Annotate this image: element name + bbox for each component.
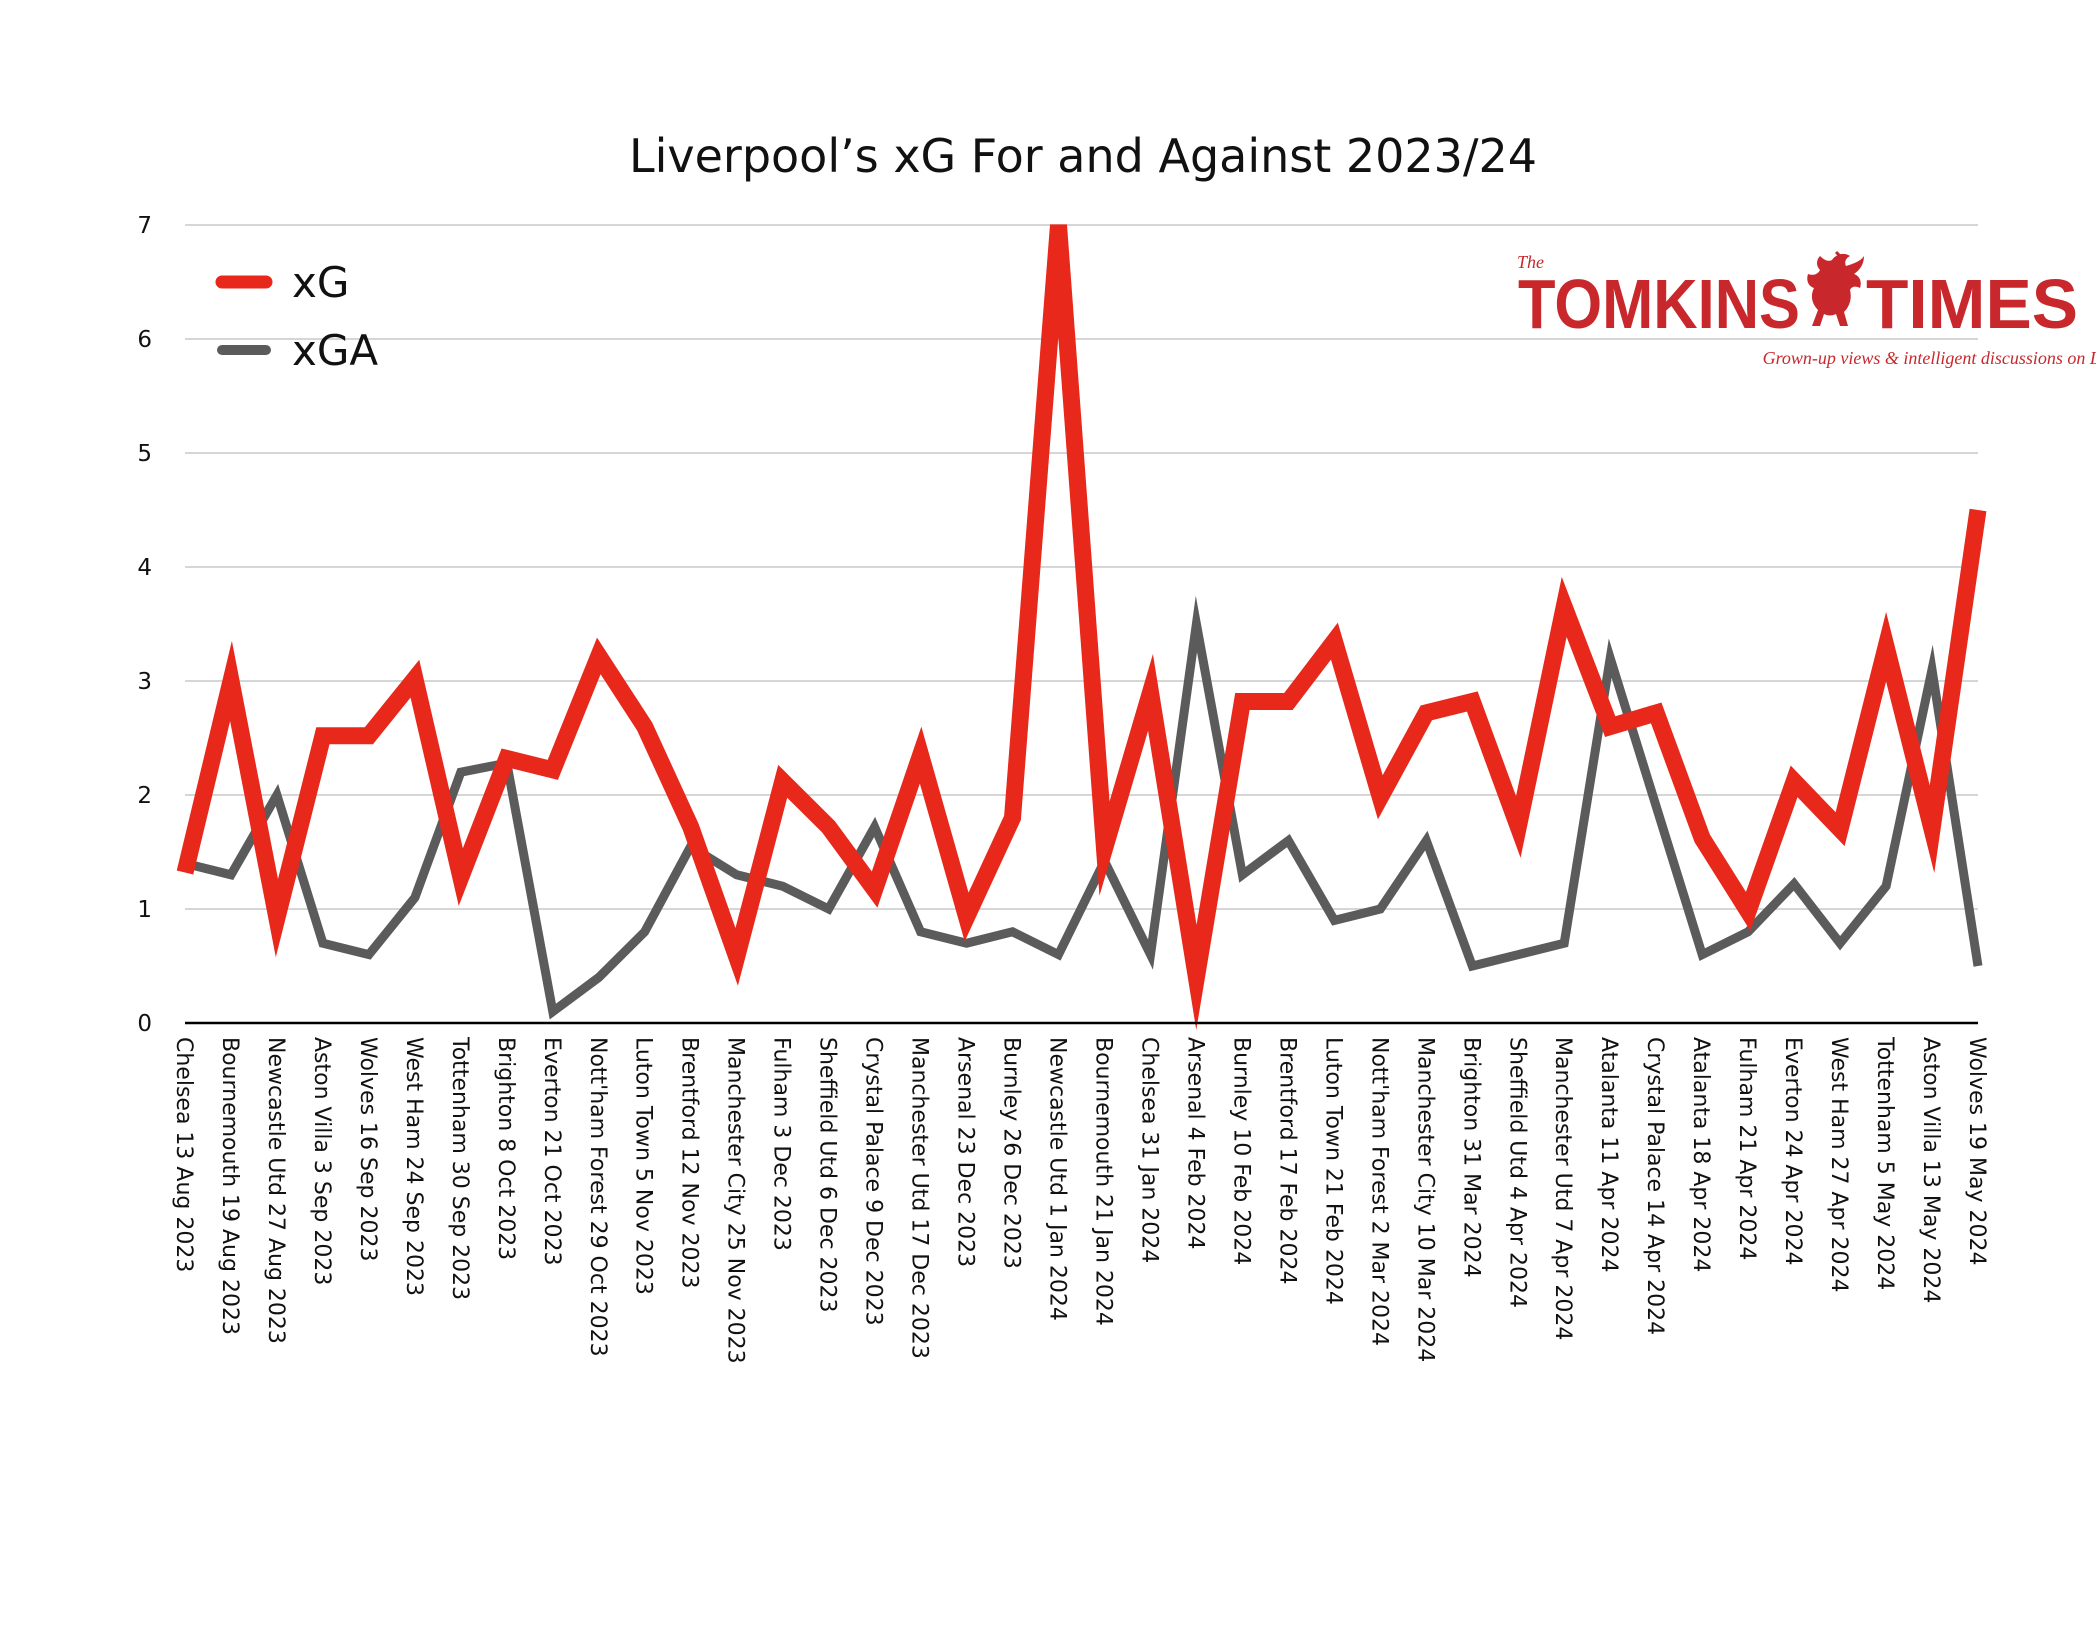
x-axis-ticks: Chelsea 13 Aug 2023 Bournemouth 19 Aug 20… bbox=[171, 1036, 1989, 1364]
x-tick-label: Manchester Utd 17 Dec 2023 bbox=[907, 1037, 932, 1359]
x-tick-label: West Ham 27 Apr 2024 bbox=[1826, 1037, 1851, 1293]
x-tick-label: Luton Town 21 Feb 2024 bbox=[1320, 1037, 1345, 1305]
brand-word-right: TIMES bbox=[1866, 265, 2078, 343]
series-line-xga bbox=[183, 595, 1983, 1020]
x-tick-label: Arsenal 4 Feb 2024 bbox=[1182, 1037, 1207, 1250]
x-tick-label: Brentford 12 Nov 2023 bbox=[677, 1037, 702, 1289]
brand-word-left: TOMKINS bbox=[1518, 265, 1800, 343]
x-tick-label: Newcastle Utd 1 Jan 2024 bbox=[1045, 1037, 1070, 1321]
x-tick-label: Sheffield Utd 4 Apr 2024 bbox=[1504, 1037, 1529, 1308]
x-tick-label: Chelsea 31 Jan 2024 bbox=[1136, 1037, 1161, 1263]
liverbird-icon bbox=[1807, 250, 1864, 326]
x-tick-label: Nott'ham Forest 29 Oct 2023 bbox=[585, 1037, 610, 1357]
y-tick-label: 0 bbox=[137, 1011, 152, 1037]
x-tick-label: Burnley 26 Dec 2023 bbox=[999, 1037, 1024, 1269]
x-tick-label: Sheffield Utd 6 Dec 2023 bbox=[815, 1037, 840, 1313]
x-tick-label: Chelsea 13 Aug 2023 bbox=[171, 1037, 196, 1272]
x-tick-label: Bournemouth 19 Aug 2023 bbox=[217, 1037, 242, 1335]
x-tick-label: Manchester City 10 Mar 2024 bbox=[1412, 1037, 1437, 1362]
y-tick-label: 5 bbox=[137, 441, 152, 467]
legend: xG xGA bbox=[215, 258, 378, 375]
x-tick-label: Crystal Palace 14 Apr 2024 bbox=[1642, 1037, 1667, 1335]
x-tick-label: Luton Town 5 Nov 2023 bbox=[631, 1037, 656, 1295]
brand-prefix: The bbox=[1517, 252, 1544, 272]
legend-label-xg: xG bbox=[292, 258, 349, 307]
x-tick-label: Manchester City 25 Nov 2023 bbox=[723, 1037, 748, 1364]
series-layer bbox=[176, 224, 1987, 1030]
chart-title: Liverpool’s xG For and Against 2023/24 bbox=[629, 129, 1537, 183]
x-tick-label: West Ham 24 Sep 2023 bbox=[401, 1037, 426, 1296]
x-tick-label: Manchester Utd 7 Apr 2024 bbox=[1550, 1037, 1575, 1340]
y-axis-ticks: 0 1 2 3 4 5 6 7 bbox=[137, 213, 152, 1037]
y-tick-label: 4 bbox=[137, 555, 152, 581]
x-tick-label: Brentford 17 Feb 2024 bbox=[1274, 1037, 1299, 1285]
x-tick-label: Crystal Palace 9 Dec 2023 bbox=[861, 1037, 886, 1326]
x-tick-label: Newcastle Utd 27 Aug 2023 bbox=[263, 1037, 288, 1344]
x-tick-label: Burnley 10 Feb 2024 bbox=[1228, 1037, 1253, 1265]
y-tick-label: 6 bbox=[137, 327, 152, 353]
brand-logo: The TOMKINS TIMES Grown-up views & intel… bbox=[1517, 250, 2096, 368]
y-tick-label: 1 bbox=[137, 897, 152, 923]
x-tick-label: Fulham 21 Apr 2024 bbox=[1734, 1037, 1759, 1260]
x-tick-label: Atalanta 11 Apr 2024 bbox=[1596, 1037, 1621, 1272]
x-tick-label: Atalanta 18 Apr 2024 bbox=[1688, 1037, 1713, 1272]
x-tick-label: Tottenham 5 May 2024 bbox=[1872, 1036, 1897, 1290]
x-tick-label: Everton 24 Apr 2024 bbox=[1780, 1037, 1805, 1266]
x-tick-label: Wolves 19 May 2024 bbox=[1964, 1037, 1989, 1266]
x-tick-label: Arsenal 23 Dec 2023 bbox=[953, 1037, 978, 1267]
y-tick-label: 3 bbox=[137, 669, 152, 695]
x-tick-label: Tottenham 30 Sep 2023 bbox=[447, 1036, 472, 1300]
x-tick-label: Brighton 31 Mar 2024 bbox=[1458, 1037, 1483, 1278]
x-tick-label: Bournemouth 21 Jan 2024 bbox=[1090, 1037, 1115, 1326]
x-tick-label: Everton 21 Oct 2023 bbox=[539, 1037, 564, 1266]
x-tick-label: Wolves 16 Sep 2023 bbox=[355, 1037, 380, 1261]
legend-label-xga: xGA bbox=[292, 326, 378, 375]
x-tick-label: Fulham 3 Dec 2023 bbox=[769, 1037, 794, 1251]
x-tick-label: Aston Villa 3 Sep 2023 bbox=[309, 1037, 334, 1285]
x-tick-label: Nott'ham Forest 2 Mar 2024 bbox=[1366, 1037, 1391, 1346]
y-tick-label: 2 bbox=[137, 783, 152, 809]
y-tick-label: 7 bbox=[137, 213, 152, 239]
brand-tagline: Grown-up views & intelligent discussions… bbox=[1763, 348, 2096, 368]
series-line-xg bbox=[176, 224, 1987, 1030]
x-tick-label: Brighton 8 Oct 2023 bbox=[493, 1037, 518, 1260]
x-tick-label: Aston Villa 13 May 2024 bbox=[1918, 1037, 1943, 1303]
